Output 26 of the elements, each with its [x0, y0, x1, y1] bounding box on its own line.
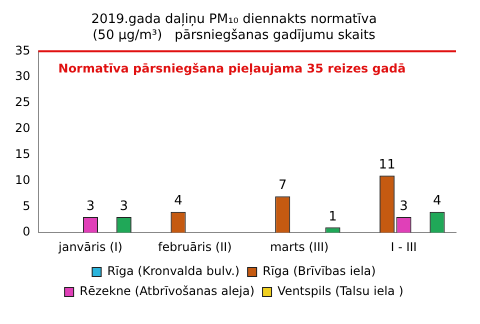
- x-tick-label: februāris (II): [158, 240, 232, 254]
- y-tick-label: 0: [22, 224, 30, 239]
- y-tick-label: 35: [14, 43, 30, 58]
- data-label: 4: [433, 194, 442, 209]
- legend-label: Ventspils (Talsu iela ): [278, 284, 404, 298]
- legend-label: Rēzekne (Atbrīvošanas aleja): [80, 284, 255, 298]
- y-tick-label: 25: [14, 95, 30, 110]
- x-tick-label: janvāris (I): [57, 240, 122, 254]
- x-tick-label: marts (III): [270, 240, 329, 254]
- y-tick-label: 30: [14, 69, 30, 84]
- data-label: 3: [120, 198, 128, 214]
- x-tick-label: I - III: [390, 240, 417, 254]
- legend-label: Rīga (Brīvības iela): [262, 264, 376, 278]
- data-label: 3: [400, 198, 408, 214]
- ref-line-label: Normatīva pārsniegšana pieļaujama 35 reizes gadā: [58, 61, 406, 76]
- y-tick-label: 15: [14, 146, 30, 161]
- y-tick-label: 20: [14, 121, 30, 136]
- y-tick-label: 10: [14, 172, 30, 187]
- y-tick-label: 5: [22, 198, 30, 213]
- chart-title: 2019.gada daļiņu PM₁₀ diennakts normatīva (50 µg/m³) pārsniegšanas gadījumu skaits: [91, 12, 377, 43]
- data-label: 11: [378, 157, 396, 172]
- data-label: 4: [174, 194, 182, 209]
- data-label: 3: [86, 198, 95, 214]
- data-label: 7: [278, 178, 287, 194]
- legend-label: Rīga (Kronvalda bulv.): [107, 264, 240, 278]
- data-label: 1: [328, 209, 337, 224]
